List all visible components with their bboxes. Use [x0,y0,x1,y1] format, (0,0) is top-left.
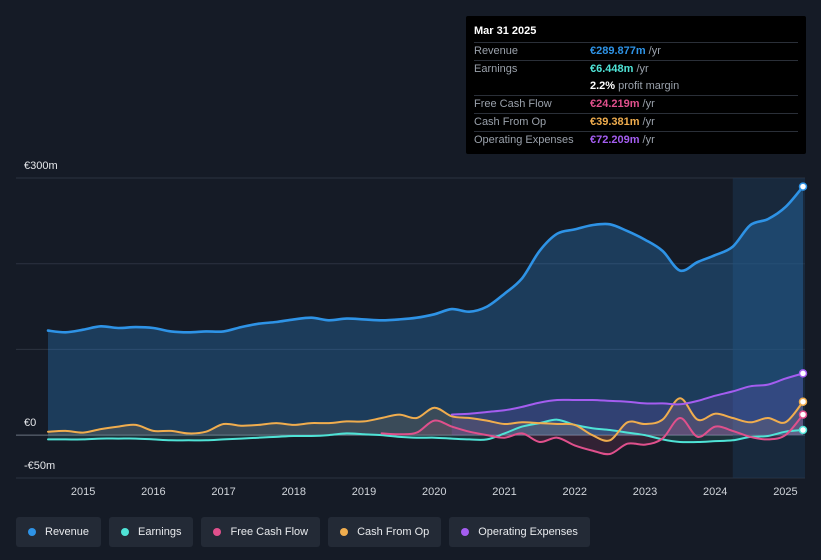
area-free-cash-flow [381,414,803,455]
y-tick-label-top: €300m [24,160,58,172]
tooltip-value: €39.381m [590,116,640,128]
x-tick-label: 2016 [141,486,165,498]
line-cash-from-op [47,397,804,442]
x-tick-label: 2019 [352,486,376,498]
endpoint-cash-from-op [798,397,808,406]
tooltip-unit: /yr [636,63,649,75]
tooltip-value: 2.2% [590,80,616,92]
y-tick-label-zero: €0 [24,417,37,429]
x-tick-label: 2021 [492,486,516,498]
tooltip-unit: /yr [642,116,655,128]
tooltip-label [474,78,590,95]
chart-legend: Revenue Earnings Free Cash Flow Cash Fro… [16,517,590,547]
tooltip-row-earnings: Earnings €6.448m /yr [474,60,798,78]
legend-dot-icon [340,528,349,536]
x-tick-label: 2025 [773,486,797,498]
financial-chart: 2015 2016 2017 2018 2019 2020 2021 2022 2023 2024… [16,177,808,498]
legend-item-free-cash-flow[interactable]: Free Cash Flow [201,517,321,547]
legend-dot-icon [461,528,470,536]
tooltip-label: Earnings [474,63,518,75]
legend-item-earnings[interactable]: Earnings [109,517,194,547]
x-tick-label: 2024 [703,486,727,498]
tooltip-unit: profit margin [618,80,680,92]
tooltip-row-opex: Operating Expenses €72.209m /yr [474,131,798,149]
series-lines [46,185,805,456]
x-tick-label: 2017 [211,486,235,498]
series-endpoints [798,182,808,435]
data-tooltip: Mar 31 2025 Revenue €289.877m /yr Earnin… [466,16,806,154]
legend-dot-icon [121,528,130,536]
legend-dot-icon [28,528,36,536]
x-tick-label: 2023 [633,486,657,498]
tooltip-row-margin: 2.2% profit margin [474,78,798,95]
tooltip-unit: /yr [648,45,661,57]
x-tick-label: 2020 [422,486,446,498]
x-tick-label: 2022 [563,486,587,498]
legend-item-cash-from-op[interactable]: Cash From Op [328,517,442,547]
area-earnings [48,419,803,443]
series-areas [48,186,803,455]
legend-dot-icon [213,528,222,536]
endpoint-free-cash-flow [798,410,808,419]
line-earnings [47,418,804,444]
tooltip-row-cfo: Cash From Op €39.381m /yr [474,113,798,131]
legend-item-operating-expenses[interactable]: Operating Expenses [449,517,590,547]
legend-label: Cash From Op [357,526,430,538]
legend-label: Revenue [45,526,90,538]
tooltip-value: €289.877m [590,45,646,57]
legend-label: Operating Expenses [478,526,578,538]
tooltip-label: Cash From Op [474,116,547,128]
tooltip-row-fcf: Free Cash Flow €24.219m /yr [474,95,798,113]
endpoint-earnings [798,425,808,435]
legend-item-revenue[interactable]: Revenue [16,517,102,547]
tooltip-value: €24.219m [590,98,640,110]
line-revenue [46,185,805,334]
area-revenue [48,186,803,436]
tooltip-row-revenue: Revenue €289.877m /yr [474,42,798,60]
tooltip-unit: /yr [642,98,655,110]
area-operating-expenses [451,373,803,436]
line-operating-expenses [450,372,804,416]
x-tick-label: 2015 [71,486,95,498]
tooltip-date: Mar 31 2025 [474,25,537,37]
tooltip-label: Revenue [474,45,519,57]
tooltip-value: €6.448m [590,63,634,75]
x-tick-label: 2018 [282,486,306,498]
endpoint-operating-expenses [798,369,808,378]
y-tick-label-bottom: -€50m [24,460,56,472]
tooltip-label: Operating Expenses [474,134,574,146]
tooltip-label: Free Cash Flow [474,98,552,110]
legend-label: Earnings [138,526,182,538]
tooltip-unit: /yr [642,134,655,146]
legend-label: Free Cash Flow [230,526,309,538]
area-cash-from-op [48,398,803,441]
endpoint-revenue [798,182,808,191]
tooltip-value: €72.209m [590,134,640,146]
x-axis-ticks: 2015 2016 2017 2018 2019 2020 2021 2022 2023 2024… [71,486,798,498]
line-free-cash-flow [380,413,804,456]
